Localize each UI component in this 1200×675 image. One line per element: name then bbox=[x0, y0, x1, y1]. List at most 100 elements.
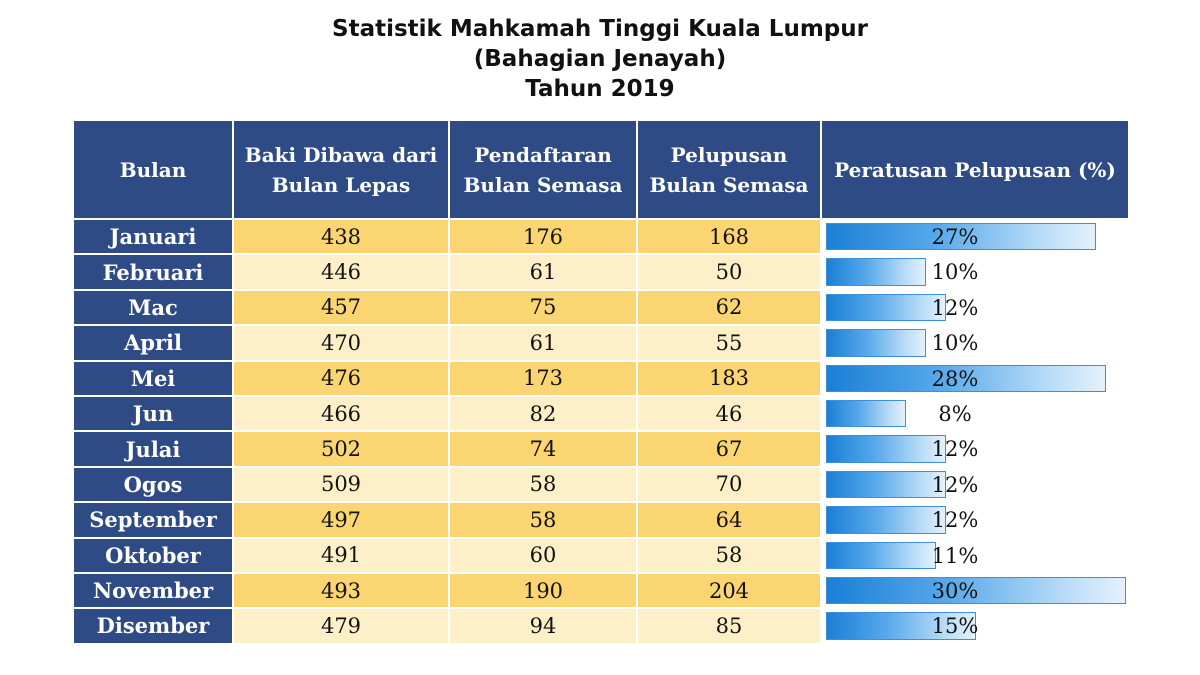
percentage-label: 10% bbox=[931, 331, 979, 356]
registration-cell: 60 bbox=[448, 536, 638, 574]
percentage-label: 15% bbox=[931, 614, 979, 639]
percentage-cell: 12% bbox=[820, 501, 1130, 539]
header-disposal: Pelupusan Bulan Semasa bbox=[636, 119, 822, 220]
registration-cell: 75 bbox=[448, 288, 638, 327]
table-body: Januari 438 176 168 27% Februari 446 61 50 10% Mac… bbox=[72, 217, 1130, 645]
backlog-cell: 502 bbox=[232, 430, 450, 468]
percentage-label: 28% bbox=[931, 366, 979, 391]
backlog-cell: 497 bbox=[232, 501, 450, 539]
disposal-cell: 50 bbox=[636, 253, 822, 291]
month-cell: Oktober bbox=[72, 536, 234, 574]
registration-cell: 61 bbox=[448, 253, 638, 291]
percentage-label: 27% bbox=[931, 225, 979, 249]
disposal-cell: 67 bbox=[636, 430, 822, 468]
percentage-bar bbox=[826, 470, 946, 499]
percentage-bar bbox=[826, 612, 976, 640]
disposal-cell: 85 bbox=[636, 607, 822, 645]
percentage-cell: 10% bbox=[820, 253, 1130, 291]
table-row: November 493 190 204 30% bbox=[72, 571, 1130, 610]
percentage-bar bbox=[826, 576, 1126, 605]
disposal-cell: 183 bbox=[636, 359, 822, 397]
percentage-label: 8% bbox=[938, 401, 972, 426]
percentage-label: 12% bbox=[931, 295, 979, 320]
month-cell: April bbox=[72, 324, 234, 362]
month-cell: Mac bbox=[72, 288, 234, 327]
backlog-cell: 470 bbox=[232, 324, 450, 362]
table-row: Oktober 491 60 58 11% bbox=[72, 536, 1130, 574]
registration-cell: 58 bbox=[448, 465, 638, 504]
statistics-table: Bulan Baki Dibawa dari Bulan Lepas Penda… bbox=[72, 119, 1130, 645]
percentage-cell: 12% bbox=[820, 465, 1130, 504]
month-cell: Jun bbox=[72, 394, 234, 433]
percentage-label: 12% bbox=[931, 437, 979, 462]
month-cell: September bbox=[72, 501, 234, 539]
table-row: Mac 457 75 62 12% bbox=[72, 288, 1130, 327]
percentage-cell: 10% bbox=[820, 324, 1130, 362]
percentage-bar bbox=[826, 506, 946, 534]
backlog-cell: 493 bbox=[232, 571, 450, 610]
percentage-bar bbox=[826, 329, 926, 357]
header-month: Bulan bbox=[72, 119, 234, 220]
registration-cell: 190 bbox=[448, 571, 638, 610]
table-row: Mei 476 173 183 28% bbox=[72, 359, 1130, 397]
header-registration: Pendaftaran Bulan Semasa bbox=[448, 119, 638, 220]
title-line-1: Statistik Mahkamah Tinggi Kuala Lumpur bbox=[332, 16, 868, 42]
title-line-2: (Bahagian Jenayah) bbox=[473, 46, 727, 72]
percentage-cell: 15% bbox=[820, 607, 1130, 645]
header-percentage: Peratusan Pelupusan (%) bbox=[820, 119, 1130, 220]
disposal-cell: 62 bbox=[636, 288, 822, 327]
table-row: Januari 438 176 168 27% bbox=[72, 217, 1130, 256]
disposal-cell: 46 bbox=[636, 394, 822, 433]
backlog-cell: 509 bbox=[232, 465, 450, 504]
registration-cell: 173 bbox=[448, 359, 638, 397]
table-row: Julai 502 74 67 12% bbox=[72, 430, 1130, 468]
registration-cell: 74 bbox=[448, 430, 638, 468]
backlog-cell: 446 bbox=[232, 253, 450, 291]
percentage-bar bbox=[826, 399, 906, 428]
registration-cell: 61 bbox=[448, 324, 638, 362]
month-cell: Februari bbox=[72, 253, 234, 291]
month-cell: Mei bbox=[72, 359, 234, 397]
percentage-label: 11% bbox=[931, 543, 979, 568]
percentage-bar bbox=[826, 223, 1096, 251]
table-row: September 497 58 64 12% bbox=[72, 501, 1130, 539]
backlog-cell: 466 bbox=[232, 394, 450, 433]
percentage-label: 30% bbox=[931, 578, 979, 603]
disposal-cell: 55 bbox=[636, 324, 822, 362]
table-row: Jun 466 82 46 8% bbox=[72, 394, 1130, 433]
percentage-cell: 30% bbox=[820, 571, 1130, 610]
percentage-cell: 12% bbox=[820, 288, 1130, 327]
percentage-label: 10% bbox=[931, 260, 979, 285]
backlog-cell: 491 bbox=[232, 536, 450, 574]
header-row: Bulan Baki Dibawa dari Bulan Lepas Penda… bbox=[72, 119, 1130, 220]
table-row: Februari 446 61 50 10% bbox=[72, 253, 1130, 291]
registration-cell: 176 bbox=[448, 217, 638, 256]
month-cell: Disember bbox=[72, 607, 234, 645]
percentage-bar bbox=[826, 364, 1106, 392]
table-row: Ogos 509 58 70 12% bbox=[72, 465, 1130, 504]
title-line-3: Tahun 2019 bbox=[525, 76, 675, 102]
percentage-cell: 12% bbox=[820, 430, 1130, 468]
month-cell: Ogos bbox=[72, 465, 234, 504]
month-cell: Julai bbox=[72, 430, 234, 468]
month-cell: November bbox=[72, 571, 234, 610]
disposal-cell: 204 bbox=[636, 571, 822, 610]
disposal-cell: 168 bbox=[636, 217, 822, 256]
percentage-bar bbox=[826, 258, 926, 286]
percentage-cell: 28% bbox=[820, 359, 1130, 397]
percentage-bar bbox=[826, 541, 936, 569]
disposal-cell: 70 bbox=[636, 465, 822, 504]
percentage-label: 12% bbox=[931, 472, 979, 497]
title-block: Statistik Mahkamah Tinggi Kuala Lumpur (… bbox=[0, 14, 1200, 104]
registration-cell: 82 bbox=[448, 394, 638, 433]
backlog-cell: 438 bbox=[232, 217, 450, 256]
disposal-cell: 64 bbox=[636, 501, 822, 539]
backlog-cell: 457 bbox=[232, 288, 450, 327]
table-row: April 470 61 55 10% bbox=[72, 324, 1130, 362]
month-cell: Januari bbox=[72, 217, 234, 256]
percentage-cell: 27% bbox=[820, 217, 1130, 256]
disposal-cell: 58 bbox=[636, 536, 822, 574]
percentage-bar bbox=[826, 435, 946, 463]
backlog-cell: 479 bbox=[232, 607, 450, 645]
backlog-cell: 476 bbox=[232, 359, 450, 397]
